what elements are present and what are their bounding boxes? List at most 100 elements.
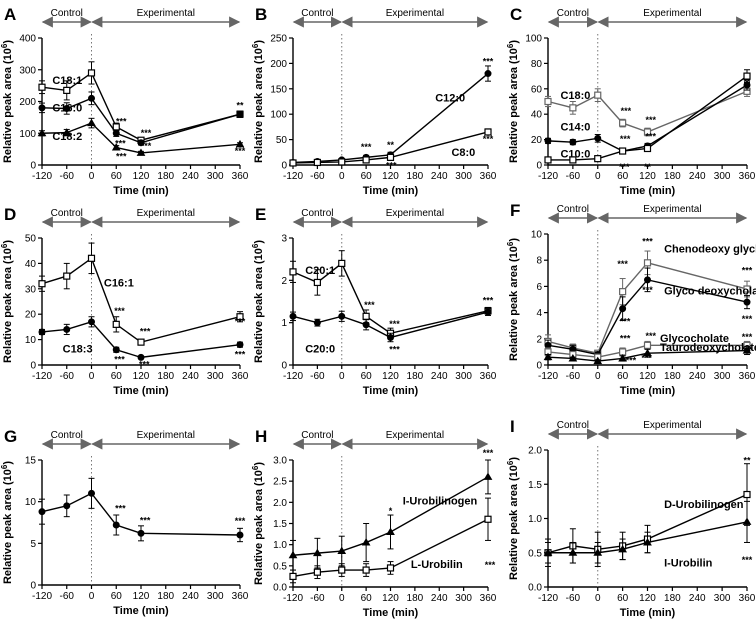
significance-marker: *** [485, 560, 496, 570]
experimental-label: Experimental [643, 420, 701, 431]
significance-marker: ** [644, 162, 652, 172]
series-label: C16:0 [52, 103, 82, 115]
data-point [38, 280, 46, 288]
y-axis-title: Relative peak area (106) [0, 240, 14, 363]
x-tick-label: 0 [339, 593, 345, 604]
panel-c: C Control Experimental 0 20 40 60 80 100 -120 -60 0… [506, 5, 756, 197]
data-point [88, 489, 95, 497]
panel-letter: I [510, 417, 515, 436]
significance-marker: *** [742, 332, 753, 342]
control-label: Control [301, 430, 333, 441]
data-point [743, 72, 751, 80]
y-axis-title: Relative peak area (106) [506, 238, 520, 361]
series-label: C16:1 [104, 277, 134, 289]
x-axis-title: Time (min) [113, 185, 169, 197]
significance-marker: * [389, 506, 393, 516]
panel-d: D Control Experimental 0 10 20 30 40 50 -120 -60 0 6… [0, 205, 249, 397]
data-point [362, 321, 370, 329]
series-label: D-Urobilinogen [664, 499, 744, 511]
x-tick-label: 180 [664, 171, 681, 182]
significance-marker: *** [235, 516, 246, 526]
x-tick-label: 300 [714, 371, 731, 382]
experimental-label: Experimental [386, 8, 444, 19]
x-tick-label: 360 [480, 593, 497, 604]
data-point [112, 129, 120, 137]
significance-marker: *** [642, 285, 653, 295]
data-point [484, 515, 492, 523]
data-point [338, 312, 346, 320]
data-point [643, 537, 652, 546]
x-tick-label: 60 [111, 171, 123, 182]
series-line [292, 262, 489, 335]
data-point [568, 548, 578, 556]
series-line [292, 131, 489, 164]
x-tick-label: 360 [739, 593, 756, 604]
y-tick-label: 40 [531, 110, 543, 121]
data-point [618, 353, 627, 362]
x-tick-label: 300 [714, 593, 731, 604]
y-tick-label: 0 [30, 581, 36, 592]
y-tick-label: 3.0 [273, 456, 287, 467]
x-tick-label: 240 [689, 371, 706, 382]
y-tick-label: 1 [281, 318, 287, 329]
x-tick-label: 240 [182, 371, 199, 382]
data-point [338, 259, 346, 267]
x-tick-label: -60 [60, 171, 75, 182]
panel-f: F Control Experimental 0 2 4 6 8 10 -120 -60 0 60 120… [506, 201, 756, 397]
x-tick-label: -120 [32, 591, 52, 602]
data-point [643, 348, 652, 357]
experimental-label: Experimental [386, 208, 444, 219]
y-tick-label: 1.0 [528, 514, 542, 525]
y-tick-label: 30 [25, 284, 37, 295]
x-tick-label: 180 [407, 593, 424, 604]
y-tick-label: 15 [25, 456, 37, 467]
significance-marker: *** [620, 333, 631, 343]
y-tick-label: 20 [531, 135, 543, 146]
x-tick-label: -60 [60, 371, 75, 382]
data-point [593, 548, 603, 556]
y-tick-label: 10 [531, 230, 543, 241]
data-point [289, 268, 297, 276]
x-tick-label: 360 [739, 171, 756, 182]
data-point [483, 472, 493, 480]
data-point [63, 86, 71, 94]
series-line [41, 321, 241, 359]
series-line [547, 90, 748, 133]
y-axis-title: Relative peak area (106) [506, 457, 520, 580]
series-line [292, 476, 489, 556]
series-line [548, 521, 748, 554]
data-point [87, 254, 96, 262]
x-tick-label: 60 [361, 171, 373, 182]
data-point [484, 308, 492, 316]
data-point [362, 156, 370, 164]
data-point [38, 104, 46, 112]
y-tick-label: 200 [270, 59, 287, 70]
data-point [386, 564, 395, 572]
data-point [112, 320, 120, 328]
significance-marker: *** [646, 132, 657, 142]
data-point [643, 128, 652, 136]
x-tick-label: 360 [232, 371, 249, 382]
y-tick-label: 10 [25, 497, 37, 508]
data-point [111, 143, 121, 151]
series-label: I-Urobilinogen [403, 495, 478, 507]
series-line [41, 97, 241, 144]
data-point [338, 566, 346, 574]
significance-marker: *** [646, 115, 657, 125]
data-point [236, 313, 244, 321]
series-label: C18:3 [63, 343, 93, 355]
x-tick-label: 240 [431, 371, 448, 382]
y-tick-label: 0 [536, 161, 542, 172]
data-point [593, 356, 603, 365]
y-tick-label: 150 [270, 84, 287, 95]
series-line [292, 73, 489, 164]
series-label: C18:2 [52, 131, 82, 143]
data-point [568, 353, 578, 362]
significance-marker: *** [617, 259, 628, 269]
x-axis-title: Time (min) [113, 385, 169, 397]
y-tick-label: 2 [536, 334, 542, 345]
x-tick-label: 120 [133, 371, 150, 382]
data-point [544, 156, 552, 164]
significance-marker: *** [235, 146, 246, 156]
